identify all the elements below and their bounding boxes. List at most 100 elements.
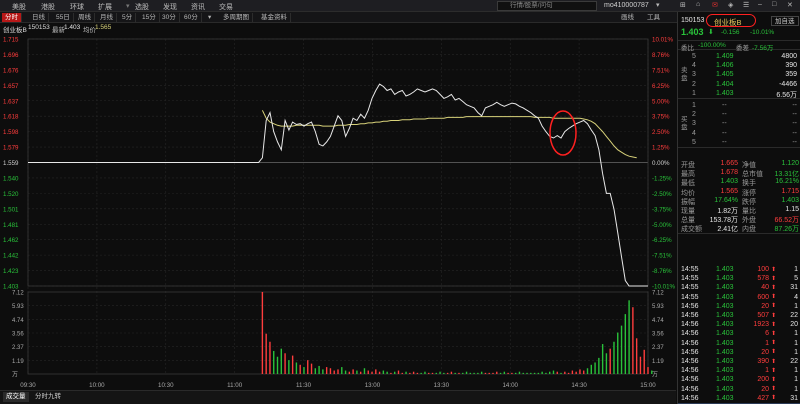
menu-item-trade[interactable]: 交易	[219, 4, 233, 11]
arrow-up-icon: ⬆	[771, 294, 777, 301]
maximize-icon[interactable]: □	[772, 1, 777, 8]
chart-info-bar: 创业板B 150153 最新 1.403 均价 1.565	[0, 23, 676, 34]
volume-tick-label: 万	[12, 372, 18, 379]
price-tick-label: 1.676	[3, 67, 19, 74]
close-icon[interactable]: ✕	[787, 2, 793, 9]
arrow-up-icon: ⬆	[771, 275, 777, 282]
tab-fund-info[interactable]: 基金资料	[258, 13, 291, 22]
tab-15min[interactable]: 15分	[139, 13, 160, 22]
trade-price: 1.403	[716, 358, 734, 365]
arrow-up-icon: ⬆	[771, 312, 777, 319]
sell-level-price[interactable]: 1.404	[716, 80, 734, 88]
tab-daily[interactable]: 日线	[29, 13, 49, 22]
tab-multi-period[interactable]: 多周期图	[220, 13, 253, 22]
tab-monthly[interactable]: 月线	[97, 13, 117, 22]
stat-value: 1.715	[781, 187, 799, 195]
security-name: 创业板B	[3, 27, 27, 34]
tab-30min[interactable]: 30分	[159, 13, 180, 22]
trade-price: 1.403	[716, 385, 734, 393]
tab-volume[interactable]: 成交量	[3, 392, 29, 402]
buy-level-volume: --	[792, 129, 797, 137]
pct-tick-label: 3.75%	[652, 114, 670, 121]
stat-value: 1.120	[781, 160, 799, 167]
stat-value: 1.665	[720, 160, 738, 167]
time-tick-label: 13:00	[365, 382, 381, 389]
menu-item-extend[interactable]: 扩展	[98, 4, 112, 11]
sell-level-price[interactable]: 1.405	[716, 71, 734, 79]
pct-tick-label: -7.51%	[652, 253, 672, 260]
search-input[interactable]: 行情/股票/问句	[497, 1, 597, 11]
trade-price: 1.403	[716, 367, 734, 375]
minimize-icon[interactable]: –	[758, 1, 762, 8]
tab-5min[interactable]: 5分	[119, 13, 137, 22]
volume-tick-label: 1.19	[652, 359, 664, 365]
add-watchlist-button[interactable]: 加自选	[771, 16, 799, 26]
sell-order-book: 卖盘 5 1.409 4800 4 1.406 390 3 1.405 359 2 1.404 -44…	[678, 51, 800, 99]
pct-tick-label: -2.50%	[652, 191, 672, 198]
panel-name: 创业板B	[714, 18, 742, 27]
arrow-up-icon: ⬆	[771, 349, 777, 356]
sell-level-price[interactable]: 1.406	[716, 62, 734, 70]
stat-label: 最低	[681, 180, 695, 188]
trade-count: 31	[790, 284, 798, 292]
sell-level-price[interactable]: 1.409	[716, 53, 734, 60]
menu-item-news[interactable]: 资讯	[191, 4, 205, 11]
chevron-down-icon[interactable]: ▾	[656, 2, 660, 9]
pct-tick-label: 7.51%	[652, 67, 670, 74]
top-menu-bar: 美股 港股 环球 扩展 ▾ 选股 发现 资讯 交易 ⌕ 行情/股票/问句 mo4…	[0, 0, 800, 12]
trade-price: 1.403	[716, 293, 734, 301]
sell-level-price[interactable]: 1.403	[716, 89, 734, 97]
shield-icon[interactable]: ◈	[728, 2, 734, 9]
intraday-chart[interactable]: 1.715 1.696 1.676 1.657 1.637 1.618 1.598 1.579…	[0, 33, 676, 395]
stat-label: 换手	[742, 180, 756, 188]
price-grid	[27, 38, 649, 375]
tab-60min[interactable]: 60分	[181, 13, 202, 22]
trade-volume: 1923	[753, 321, 769, 329]
arrow-down-icon: ⬇	[708, 29, 714, 36]
stat-value: 16.21%	[775, 178, 799, 186]
tab-55-day[interactable]: 55日	[53, 13, 74, 22]
tab-weekly[interactable]: 周线	[75, 13, 95, 22]
sell-level-index: 1	[692, 89, 696, 97]
stat-value: 1.678	[720, 169, 738, 177]
settings-icon[interactable]: ☰	[743, 2, 750, 9]
trade-time: 14:56	[681, 376, 699, 384]
trade-volume: 200	[757, 376, 769, 384]
tab-intraday[interactable]: 分时	[2, 13, 22, 22]
pct-tick-label: -1.25%	[652, 175, 672, 182]
menu-item-global[interactable]: 环球	[70, 4, 84, 11]
tools-button[interactable]: 工具	[647, 14, 660, 21]
user-id[interactable]: mo410000787	[604, 2, 649, 9]
trade-count: 1	[794, 302, 798, 310]
price-tick-label: 1.423	[3, 268, 19, 275]
buy-level-price[interactable]: --	[722, 120, 727, 128]
arrow-up-icon: ⬆	[771, 303, 777, 310]
trade-price: 1.403	[716, 275, 734, 283]
buy-order-book: 买盘 1 -- -- 2 -- -- 3 -- -- 4 -- -- 5 -- --	[678, 100, 800, 148]
buy-level-price[interactable]: --	[722, 138, 727, 146]
buy-level-price[interactable]: --	[722, 102, 727, 109]
trade-price: 1.403	[716, 321, 734, 329]
sell-level-volume: 6.56万	[776, 91, 797, 99]
trade-volume: 20	[761, 385, 769, 393]
stat-label: 净值	[742, 162, 756, 169]
chevron-down-icon[interactable]: ▾	[208, 14, 212, 21]
menu-item-stock-picker[interactable]: 选股	[135, 4, 149, 11]
tab-nine-turn[interactable]: 分时九转	[35, 393, 61, 400]
message-icon[interactable]: ✉	[712, 2, 718, 9]
stat-value: 1.15	[785, 206, 799, 213]
chart-background	[0, 33, 676, 395]
chevron-down-icon[interactable]: ▾	[126, 3, 130, 10]
buy-level-price[interactable]: --	[722, 129, 727, 137]
time-tick-label: 11:00	[227, 382, 243, 389]
cart-icon[interactable]: ⊞	[680, 2, 686, 9]
draw-line-button[interactable]: 画线	[621, 14, 634, 21]
menu-item-us-stocks[interactable]: 美股	[12, 4, 26, 11]
buy-level-price[interactable]: --	[722, 111, 727, 119]
trade-time: 14:56	[681, 385, 699, 393]
home-icon[interactable]: ⌂	[696, 1, 701, 8]
price-tick-label: 1.442	[3, 253, 19, 260]
trade-volume: 427	[757, 394, 769, 402]
menu-item-discover[interactable]: 发现	[163, 4, 177, 11]
menu-item-hk-stocks[interactable]: 港股	[41, 4, 55, 11]
